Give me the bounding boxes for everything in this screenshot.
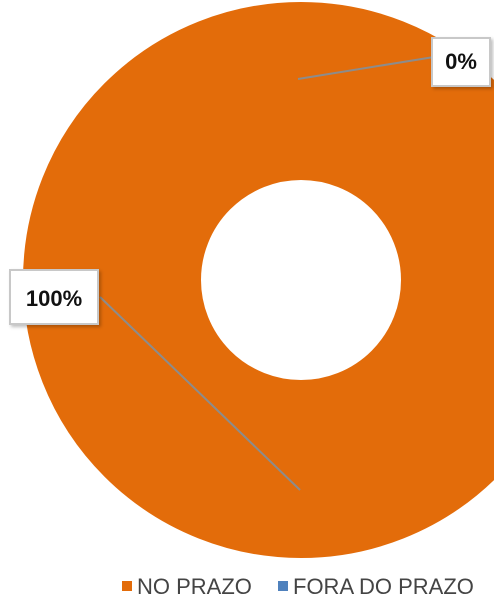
leader-line-no-prazo <box>99 296 301 491</box>
legend-label-fora-do-prazo: FORA DO PRAZO <box>293 574 474 599</box>
legend: NO PRAZO FORA DO PRAZO <box>122 574 474 599</box>
donut-slice-no-prazo <box>23 2 494 558</box>
data-label-no-prazo-text: 100% <box>26 286 82 311</box>
donut-slices <box>23 2 494 558</box>
legend-swatch-no-prazo <box>122 581 132 591</box>
data-label-no-prazo: 100% <box>9 269 99 325</box>
legend-swatch-fora-do-prazo <box>278 581 288 591</box>
leader-line-fora-do-prazo <box>297 56 435 80</box>
legend-label-no-prazo: NO PRAZO <box>137 574 252 599</box>
data-label-fora-do-prazo-text: 0% <box>445 49 477 74</box>
data-label-fora-do-prazo: 0% <box>431 37 491 87</box>
